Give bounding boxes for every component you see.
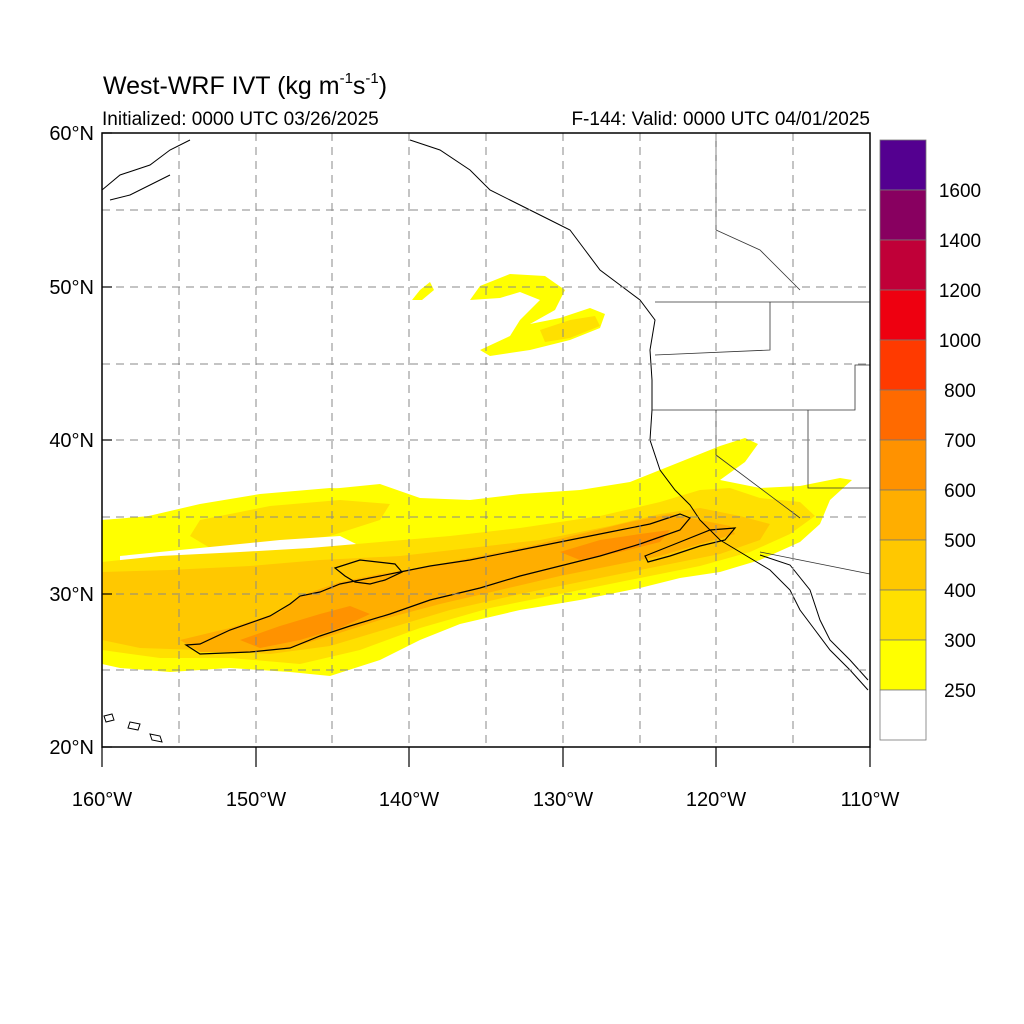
lat-label-40: 40°N [49,430,94,452]
ivt-contour-line-north [333,559,403,585]
initialized-time: Initialized: 0000 UTC 03/26/2025 [102,109,379,130]
lon-label-110w: 110°W [841,789,900,811]
lon-label-160w: 160°W [72,789,132,811]
colorbar-box [879,639,927,691]
ivt-gulf-alaska-inner [540,316,600,342]
gridlines [102,133,870,747]
ca-or-border [652,364,870,411]
colorbar-label: 400 [944,581,976,602]
valid-time: F-144: Valid: 0000 UTC 04/01/2025 [571,109,870,130]
lon-label-150w: 150°W [226,789,286,811]
colorbar-box [879,589,927,641]
axis-ticks [101,132,871,767]
us-mexico-border [759,551,871,575]
ivt-gulf-alaska [470,274,605,356]
alaska-coast-2 [109,174,171,201]
coastlines [102,139,869,743]
colorbar: 250 300 400 500 600 700 800 1000 1200 1400 1600 [879,139,981,741]
colorbar-label: 600 [944,481,976,502]
colorbar-label: 1600 [939,181,981,202]
ivt-contour-600 [240,606,370,648]
colorbar-box [879,489,927,541]
ivt-northern-band-inner [190,500,390,548]
colorbar-box [879,689,927,741]
ivt-contour-line-east [644,527,737,563]
colorbar-label: 1400 [939,231,981,252]
lon-label-120w: 120°W [686,789,746,811]
alaska-border [715,133,801,291]
colorbar-label: 1000 [939,331,981,352]
colorbar-label: 700 [944,431,976,452]
ivt-contour-600-east [560,530,670,560]
colorbar-box [879,539,927,591]
ivt-contour-line [184,513,691,655]
colorbar-label: 1200 [939,281,981,302]
colorbar-box [879,289,927,341]
colorbar-box [879,139,927,191]
chart-title: West-WRF IVT (kg m-1s-1) [103,70,388,100]
colorbar-label: 300 [944,631,976,652]
colorbar-box [879,389,927,441]
baja-coast [759,554,869,681]
lon-label-140w: 140°W [379,789,439,811]
colorbar-box [879,239,927,291]
north-america-coast [409,139,869,691]
alaska-coast [102,139,191,191]
ivt-field [102,274,852,676]
nv-ut-border [807,410,870,489]
lon-labels: 160°W 150°W 140°W 130°W 120°W 110°W [72,789,900,811]
lat-label-30: 30°N [49,584,94,606]
colorbar-label: 800 [944,381,976,402]
lat-label-60: 60°N [49,123,94,145]
lat-label-50: 50°N [49,277,94,299]
colorbar-label: 250 [944,681,976,702]
lat-label-20: 20°N [49,737,94,759]
colorbar-box [879,189,927,241]
ivt-blob [412,282,434,300]
colorbar-box [879,339,927,391]
colorbar-box [879,439,927,491]
lon-label-130w: 130°W [533,789,593,811]
lat-labels: 60°N 50°N 40°N 30°N 20°N [49,123,94,759]
colorbar-label: 500 [944,531,976,552]
or-wa-border [654,302,771,356]
hawaii [103,713,163,743]
